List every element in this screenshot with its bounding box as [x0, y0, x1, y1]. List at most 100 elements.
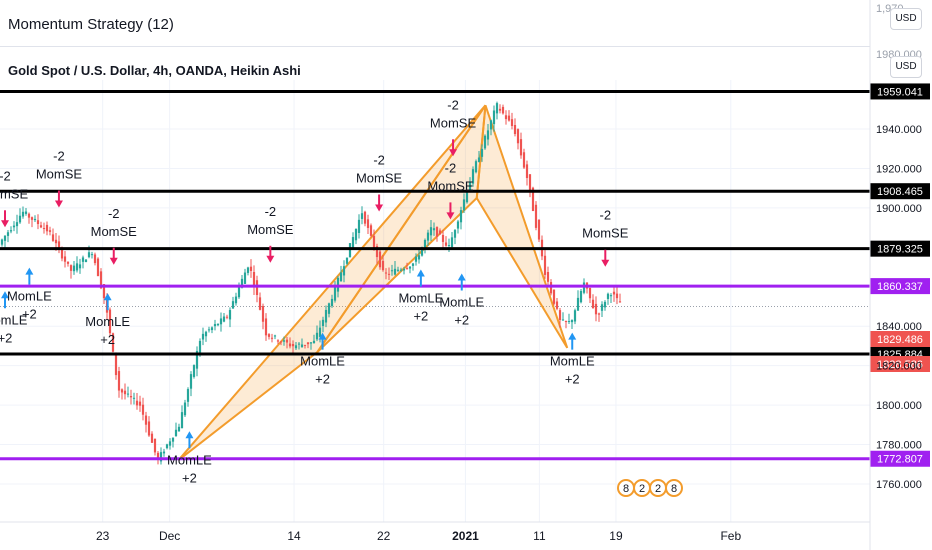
candle-body	[516, 129, 520, 144]
candle-body	[306, 342, 310, 345]
candles	[0, 101, 622, 465]
candle-body	[312, 340, 316, 344]
candle-body	[75, 263, 79, 271]
down-arrow-head-icon	[109, 257, 118, 265]
down-arrow-head-icon	[601, 259, 610, 267]
candle-body	[603, 301, 607, 308]
x-axis[interactable]: 23 Dec 14 22 2021 11 19 Feb	[0, 521, 870, 543]
candle-body	[186, 389, 190, 402]
short-signal-value: -2	[373, 153, 385, 168]
candle-body	[114, 352, 118, 376]
candle-body	[294, 345, 298, 349]
candle-body	[285, 339, 289, 343]
candle-body	[381, 260, 385, 271]
candle-body	[399, 269, 403, 271]
candle-body	[396, 269, 400, 271]
candle-body	[534, 204, 538, 228]
short-signal-name: MomSE	[247, 222, 294, 237]
candle-body	[150, 433, 154, 443]
candle-body	[192, 365, 196, 377]
candle-body	[21, 211, 25, 217]
candle-body	[96, 258, 100, 277]
x-tick-label: 14	[287, 529, 301, 543]
candle-body	[315, 332, 319, 340]
candle-body	[141, 404, 145, 415]
candle-body	[153, 438, 157, 453]
level-tag-label: 1908.465	[877, 186, 923, 198]
candle-body	[555, 301, 559, 309]
candle-body	[87, 252, 91, 258]
candle-body	[6, 232, 10, 236]
long-signal-name: MomLE	[550, 354, 595, 369]
short-signal-value: -2	[108, 206, 120, 221]
candle-body	[279, 341, 283, 343]
candle-body	[297, 343, 301, 345]
candle-body	[468, 181, 472, 193]
short-signal-value: -2	[445, 160, 457, 175]
up-arrow-head-icon	[457, 273, 466, 281]
candle-body	[72, 265, 76, 272]
candle-body	[495, 103, 499, 114]
candle-body	[318, 327, 322, 337]
candle-body	[162, 451, 166, 454]
candle-body	[378, 251, 382, 268]
candle-body	[402, 269, 406, 271]
candle-body	[135, 400, 139, 406]
y-axis[interactable]: 1,9701980.0001760.0001780.0001800.000182…	[869, 0, 922, 550]
long-signal-value: +2	[413, 309, 428, 324]
event-badge-label: 2	[655, 483, 661, 495]
level-tag	[870, 278, 930, 295]
price-tag	[870, 356, 930, 372]
candle-body	[528, 174, 532, 191]
indicator-title[interactable]: Momentum Strategy (12)	[8, 16, 174, 33]
candle-body	[303, 344, 307, 346]
candle-body	[339, 272, 343, 282]
long-signal-name: MomLE	[0, 312, 28, 327]
candle-body	[9, 230, 13, 232]
candle-body	[234, 296, 238, 304]
candle-body	[147, 421, 151, 436]
chart-title[interactable]: Gold Spot / U.S. Dollar, 4h, OANDA, Heik…	[8, 63, 301, 78]
candle-body	[3, 235, 7, 241]
candle-body	[45, 224, 49, 232]
level-tag-label: 1772.807	[877, 454, 923, 466]
panel-separator[interactable]	[0, 46, 870, 47]
candle-body	[564, 321, 568, 323]
candle-body	[423, 239, 427, 248]
candle-body	[375, 246, 379, 258]
event-badge-label: 8	[623, 483, 629, 495]
x-tick-label: 23	[96, 529, 110, 543]
candle-body	[159, 452, 163, 462]
up-arrow-head-icon	[318, 332, 327, 340]
signal-annotations: -2 MomSE -2 MomSE -2 MomSE -2 MomSE -2 MomSE -2 Mom…	[0, 97, 629, 485]
long-signal-value: +2	[565, 372, 580, 387]
y-tick-label: 1840.000	[876, 321, 922, 333]
candle-body	[582, 282, 586, 293]
candle-body	[441, 234, 445, 242]
candle-body	[465, 192, 469, 203]
candle-body	[183, 402, 187, 416]
candle-body	[480, 148, 484, 157]
candle-body	[276, 340, 280, 342]
pattern-xab	[177, 104, 487, 462]
candle-body	[51, 234, 55, 241]
candle-body	[549, 282, 553, 294]
candle-body	[474, 161, 478, 173]
candle-body	[63, 256, 67, 262]
down-arrow-head-icon	[449, 149, 458, 157]
currency-button-top[interactable]: USD	[890, 8, 922, 30]
candle-body	[156, 452, 160, 459]
currency-button[interactable]: USD	[890, 56, 922, 78]
level-tag-label: 1860.337	[877, 281, 923, 293]
candle-body	[48, 230, 52, 232]
candle-body	[282, 340, 286, 342]
candle-body	[240, 278, 244, 288]
candle-body	[36, 220, 40, 225]
candle-body	[387, 273, 391, 275]
x-tick-label: Feb	[720, 529, 741, 543]
candle-body	[189, 374, 193, 389]
candle-body	[258, 297, 262, 310]
candle-body	[123, 390, 127, 395]
